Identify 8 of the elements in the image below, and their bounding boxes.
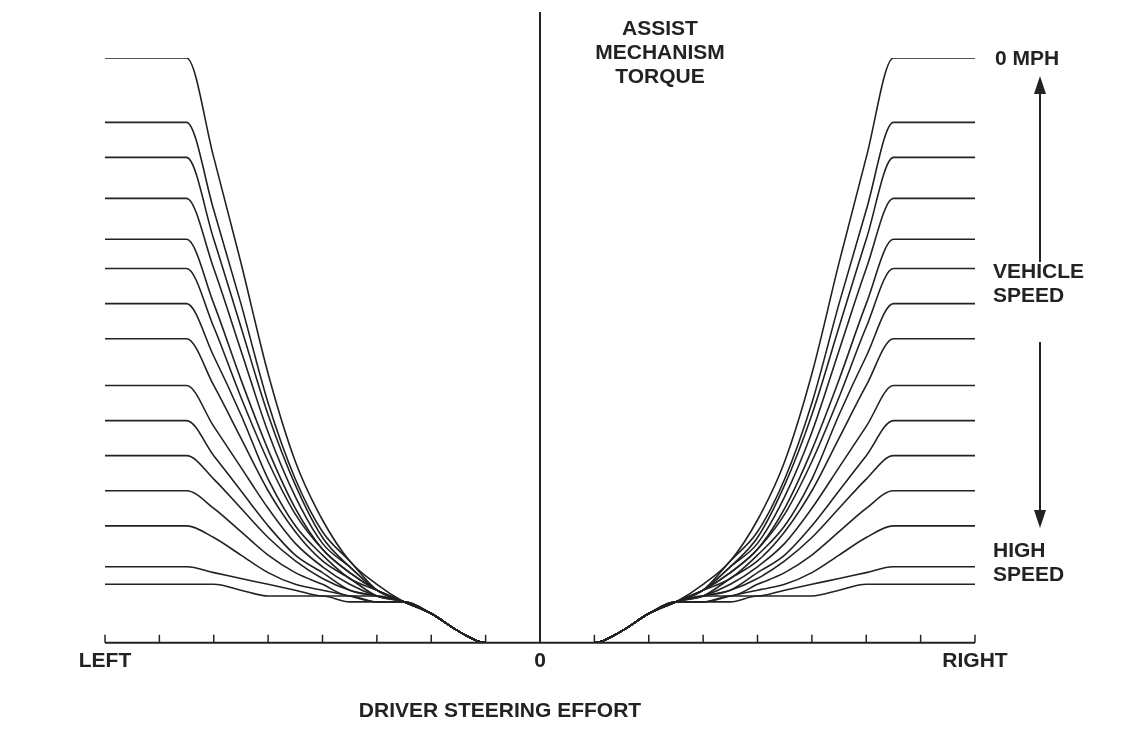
y-axis-title: ASSIST MECHANISM TORQUE <box>594 16 726 88</box>
x-tick-label: 0 <box>534 648 546 672</box>
x-tick-label: RIGHT <box>942 648 1008 672</box>
text: 0 MPH <box>995 46 1061 70</box>
x-axis-title: DRIVER STEERING EFFORT <box>357 698 643 722</box>
x-tick-label: LEFT <box>78 648 132 672</box>
text: VEHICLE SPEED <box>993 259 1085 307</box>
text: HIGH SPEED <box>993 538 1066 586</box>
